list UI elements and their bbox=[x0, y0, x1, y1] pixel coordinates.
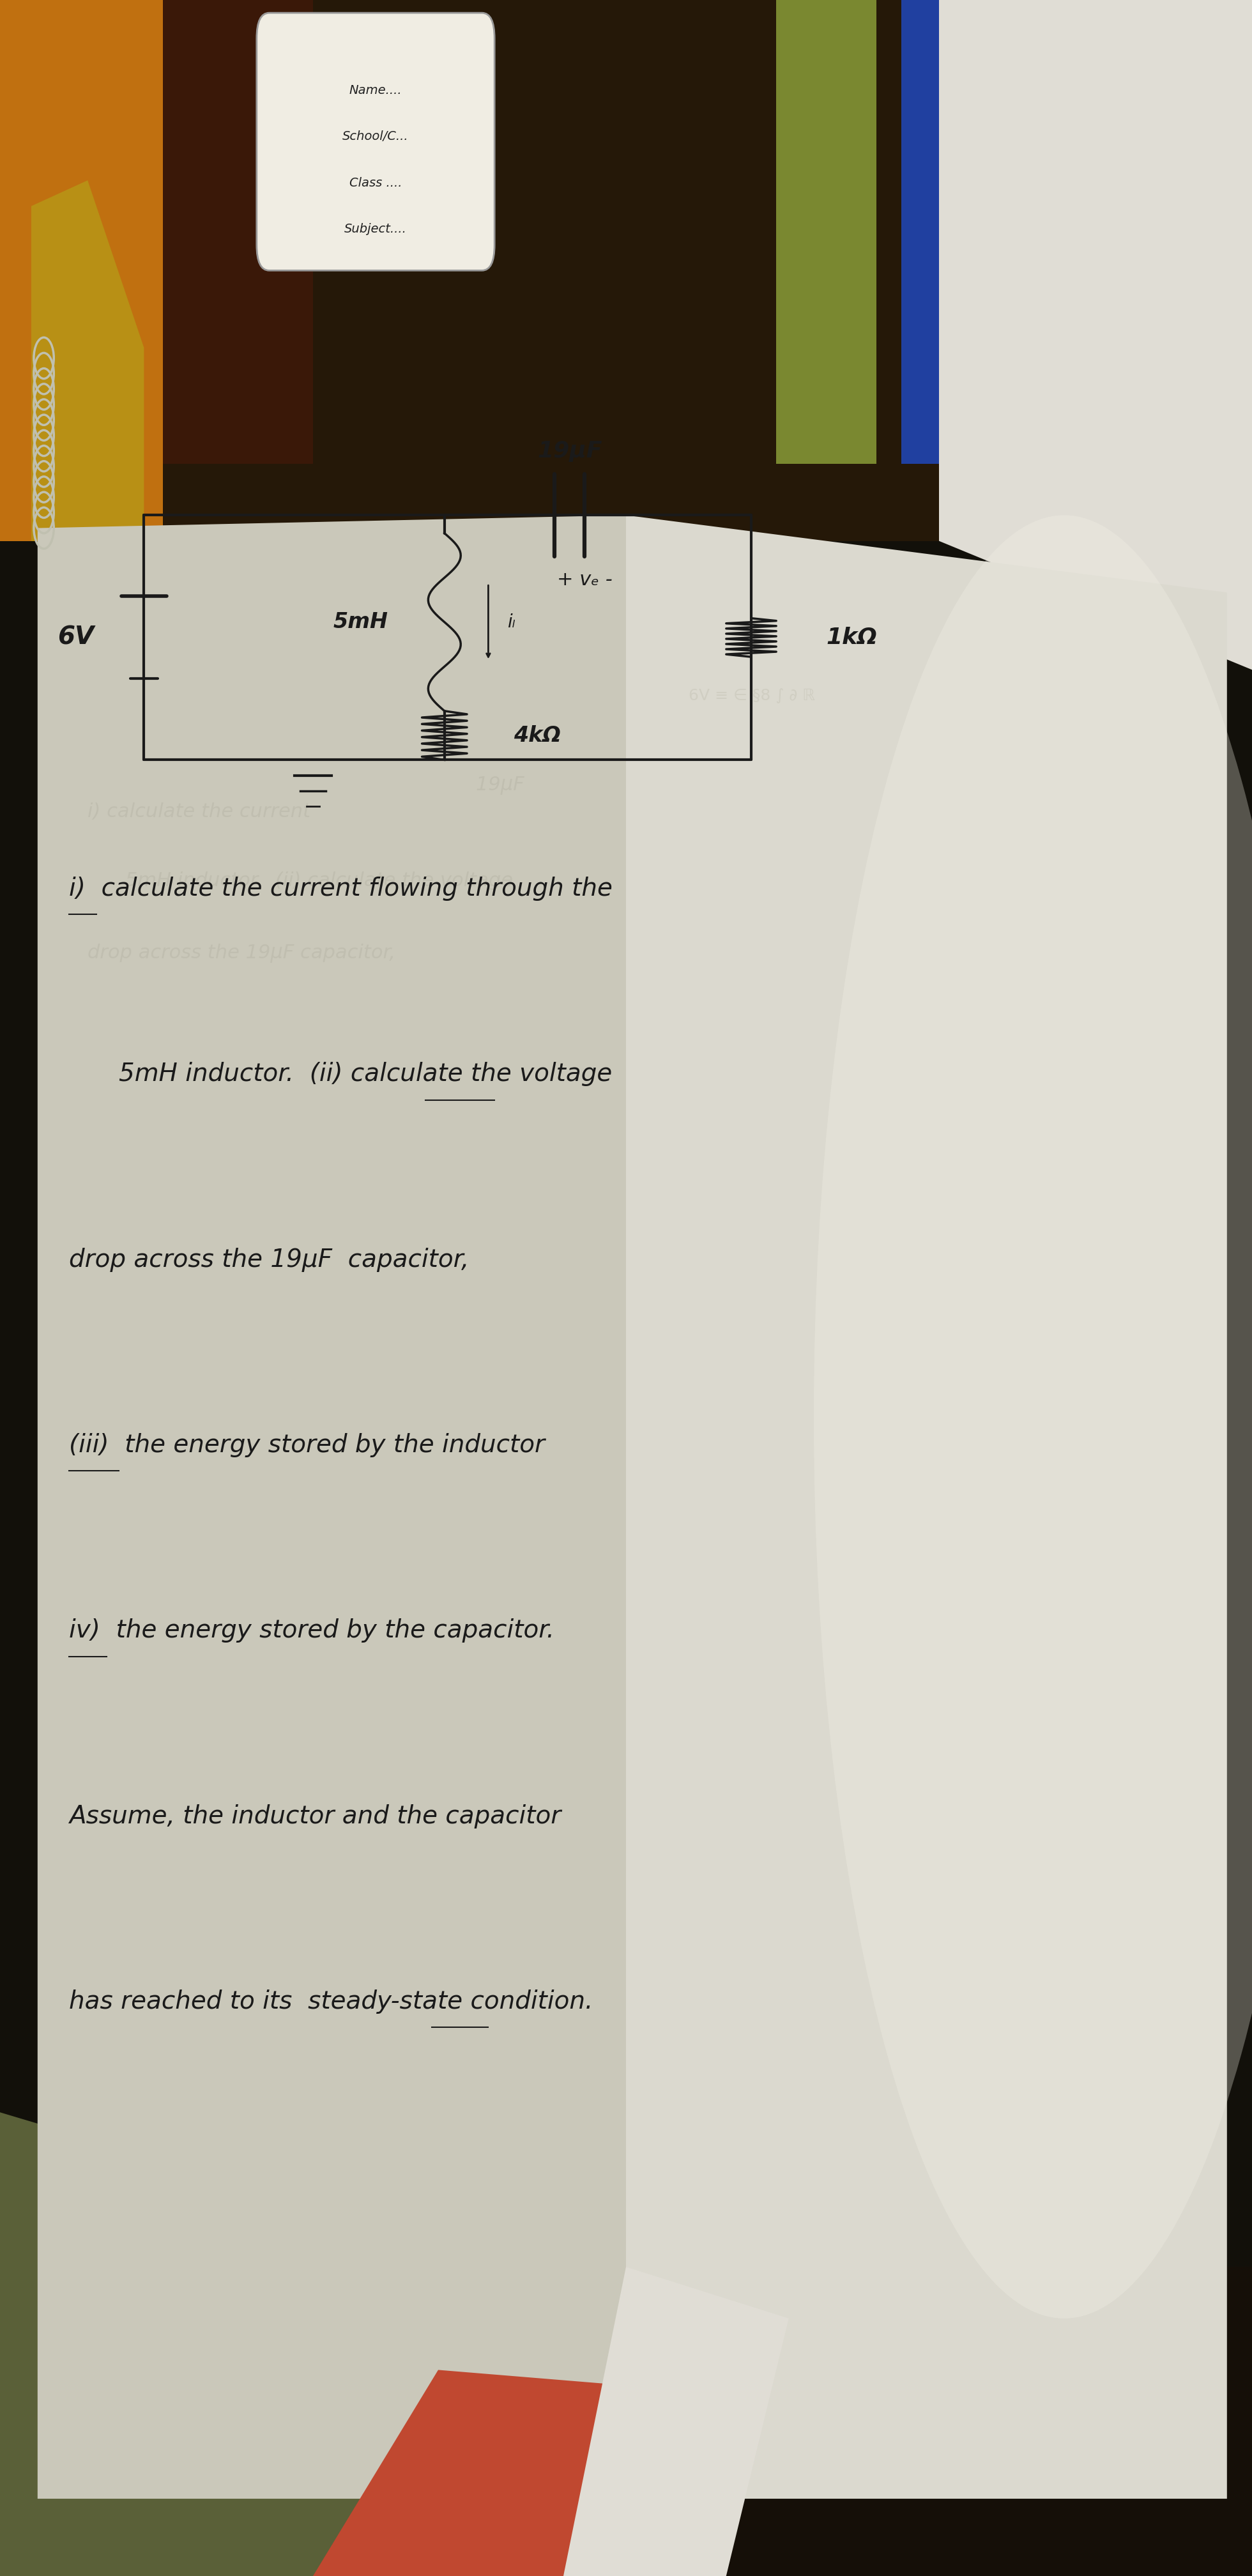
Text: School/C...: School/C... bbox=[343, 131, 408, 142]
Text: 5mH: 5mH bbox=[333, 611, 388, 634]
Text: 6V ≡ ∈ §8 ∫ ∂ ℝ: 6V ≡ ∈ §8 ∫ ∂ ℝ bbox=[689, 688, 815, 703]
Polygon shape bbox=[563, 2267, 789, 2576]
Text: i)  calculate the current flowing through the: i) calculate the current flowing through… bbox=[69, 876, 612, 902]
Polygon shape bbox=[31, 180, 144, 541]
Text: has reached to its  steady-state condition.: has reached to its steady-state conditio… bbox=[69, 1989, 593, 2014]
Polygon shape bbox=[0, 2112, 689, 2576]
Bar bbox=[901, 0, 1027, 464]
Bar bbox=[776, 0, 876, 464]
Text: Assume, the inductor and the capacitor: Assume, the inductor and the capacitor bbox=[69, 1803, 561, 1829]
Text: Name....: Name.... bbox=[349, 85, 402, 95]
Polygon shape bbox=[939, 0, 1252, 670]
Polygon shape bbox=[313, 2370, 751, 2576]
Text: 5mH inductor.  (ii) calculate the voltage: 5mH inductor. (ii) calculate the voltage bbox=[125, 871, 737, 891]
Text: + vₑ -: + vₑ - bbox=[557, 569, 612, 590]
Text: (iii)  the energy stored by the inductor: (iii) the energy stored by the inductor bbox=[69, 1432, 545, 1458]
Text: i) calculate the current: i) calculate the current bbox=[88, 801, 641, 822]
Text: 1kΩ: 1kΩ bbox=[826, 626, 878, 649]
Text: 4kΩ: 4kΩ bbox=[513, 724, 561, 747]
Bar bbox=[163, 0, 313, 464]
Ellipse shape bbox=[814, 515, 1252, 2318]
Text: 6V: 6V bbox=[58, 626, 94, 649]
Polygon shape bbox=[626, 515, 1227, 2499]
Text: Subject....: Subject.... bbox=[344, 224, 407, 234]
Bar bbox=[501, 2267, 1252, 2576]
Polygon shape bbox=[38, 515, 626, 2499]
Text: 19μF: 19μF bbox=[537, 440, 602, 461]
Text: iv)  the energy stored by the capacitor.: iv) the energy stored by the capacitor. bbox=[69, 1618, 555, 1643]
Text: Class ....: Class .... bbox=[349, 178, 402, 188]
Bar bbox=[0, 0, 1252, 541]
FancyBboxPatch shape bbox=[257, 13, 495, 270]
Text: drop across the 19μF  capacitor,: drop across the 19μF capacitor, bbox=[69, 1247, 470, 1273]
Bar bbox=[0, 0, 163, 541]
Text: iₗ: iₗ bbox=[507, 613, 515, 631]
Text: 5mH inductor.  (ii) calculate the voltage: 5mH inductor. (ii) calculate the voltage bbox=[119, 1061, 612, 1087]
Text: 19μF: 19μF bbox=[476, 775, 985, 796]
Text: drop across the 19μF capacitor,: drop across the 19μF capacitor, bbox=[88, 943, 682, 963]
